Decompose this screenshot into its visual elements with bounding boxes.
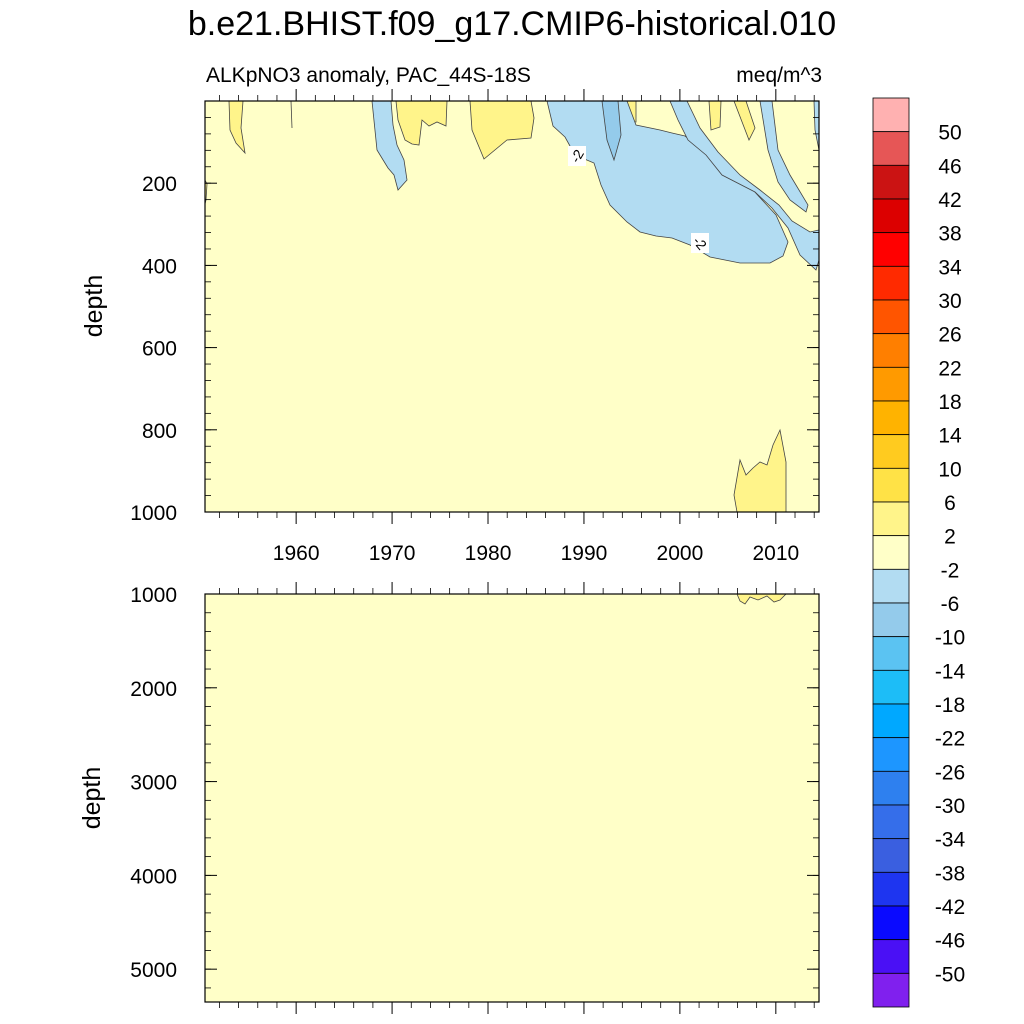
y-tick-label: 3000 [130,772,177,795]
positive-anomaly-region [736,593,787,605]
colorbar-label: -50 [935,963,965,986]
upper-plot-frame [204,100,820,513]
contour-label: -2 [567,146,587,166]
colorbar-segment [872,770,910,806]
colorbar-label: -6 [941,593,960,616]
y-tick-label: 1000 [130,502,177,525]
colorbar-label: 26 [938,324,961,347]
colorbar-segment [872,164,910,200]
y-tick-label: 600 [142,338,177,361]
colorbar-segment [872,97,910,133]
colorbar-label: -2 [941,559,960,582]
y-tick-label: 4000 [130,865,177,888]
colorbar-segment [872,703,910,739]
colorbar-label: -10 [935,627,965,650]
positive-anomaly-region [469,100,535,160]
colorbar-label: 46 [938,155,961,178]
negative-anomaly-region [759,100,809,213]
upper-y-axis-title: depth [80,275,108,338]
y-tick-label: 5000 [130,959,177,982]
colorbar-label: 30 [938,290,961,313]
colorbar-segment [872,905,910,941]
y-tick-label: 400 [142,255,177,278]
colorbar-segment [872,602,910,638]
colorbar-segment [872,366,910,402]
colorbar-segment [872,568,910,604]
colorbar-segment [872,939,910,974]
colorbar-segment [872,232,910,267]
colorbar-segment [872,669,910,705]
lower-plot-background [205,594,819,1002]
colorbar-label: -22 [935,728,965,751]
colorbar-segment [872,265,910,301]
lower-plot-frame [204,593,820,1003]
colorbar-label: -30 [935,795,965,818]
x-tick-label: 2000 [657,542,704,565]
colorbar-segment [872,501,910,537]
y-tick-label: 200 [142,173,177,196]
colorbar-label: 18 [938,391,961,414]
colorbar-segment [872,737,910,772]
colorbar-label: -38 [935,862,965,885]
upper-x-axis: 1960 1970 1980 1990 2000 2010 [218,89,815,565]
colorbar-segment [872,636,910,671]
colorbar-label: 38 [938,223,961,246]
colorbar-label: 50 [938,122,961,145]
x-tick-label: 1980 [465,542,512,565]
negative-anomaly-region [371,100,408,191]
colorbar-label: -18 [935,694,965,717]
colorbar-label: -46 [935,930,965,953]
colorbar-segment [872,299,910,335]
positive-anomaly-region [708,100,722,131]
colorbar-segment [872,535,910,570]
colorbar-label: -34 [935,829,966,852]
lower-y-axis-title: depth [78,767,106,830]
colorbar-label: 42 [938,189,961,212]
upper-panel: ALKpNO3 anomaly, PAC_44S-18S meq/m^3 -2 … [80,64,822,565]
x-tick-label: 2010 [752,542,799,565]
colorbar-label: 34 [938,256,962,279]
colorbar-label: -14 [935,660,966,683]
upper-panel-left-label: ALKpNO3 anomaly, PAC_44S-18S [206,64,531,87]
colorbar-segment [872,131,910,166]
lower-y-axis: 1000 2000 3000 4000 5000 [130,584,819,989]
colorbar-label: 6 [944,492,956,515]
x-tick-label: 1970 [369,542,416,565]
colorbar-segment [872,467,910,503]
colorbar-segment [872,198,910,234]
colorbar-segment [872,871,910,907]
colorbar-label: 22 [938,357,961,380]
x-tick-label: 1990 [561,542,608,565]
lower-panel: 1000 2000 3000 4000 5000 depth [78,582,820,1014]
lower-x-axis [218,582,815,1014]
upper-y-axis: 200 400 600 800 1000 [130,100,819,525]
positive-anomaly-region [395,100,448,146]
colorbar-label: 14 [938,425,962,448]
figure-title: b.e21.BHIST.f09_g17.CMIP6-historical.010 [188,5,836,43]
y-tick-label: 1000 [130,584,177,607]
colorbar-segment [872,972,910,1008]
colorbar-label: 10 [938,458,961,481]
colorbar-label: 2 [944,526,956,549]
upper-panel-units-label: meq/m^3 [736,64,822,87]
positive-anomaly-region [733,428,787,513]
colorbar-label: -42 [935,896,965,919]
x-tick-label: 1960 [273,542,320,565]
colorbar-label: -26 [935,761,965,784]
colorbar-segment [872,333,910,368]
colorbar-segment [872,400,910,436]
y-tick-label: 800 [142,420,177,443]
colorbar-segment [872,804,910,840]
colorbar: 50 46 42 38 34 30 26 22 18 14 10 6 2 -2 -6 -10 -14 -18 -22… [872,97,966,1008]
contour-line [290,100,293,129]
colorbar-segment [872,838,910,873]
y-tick-label: 2000 [130,678,177,701]
colorbar-segment [872,434,910,469]
contour-label: -2 [690,233,710,253]
